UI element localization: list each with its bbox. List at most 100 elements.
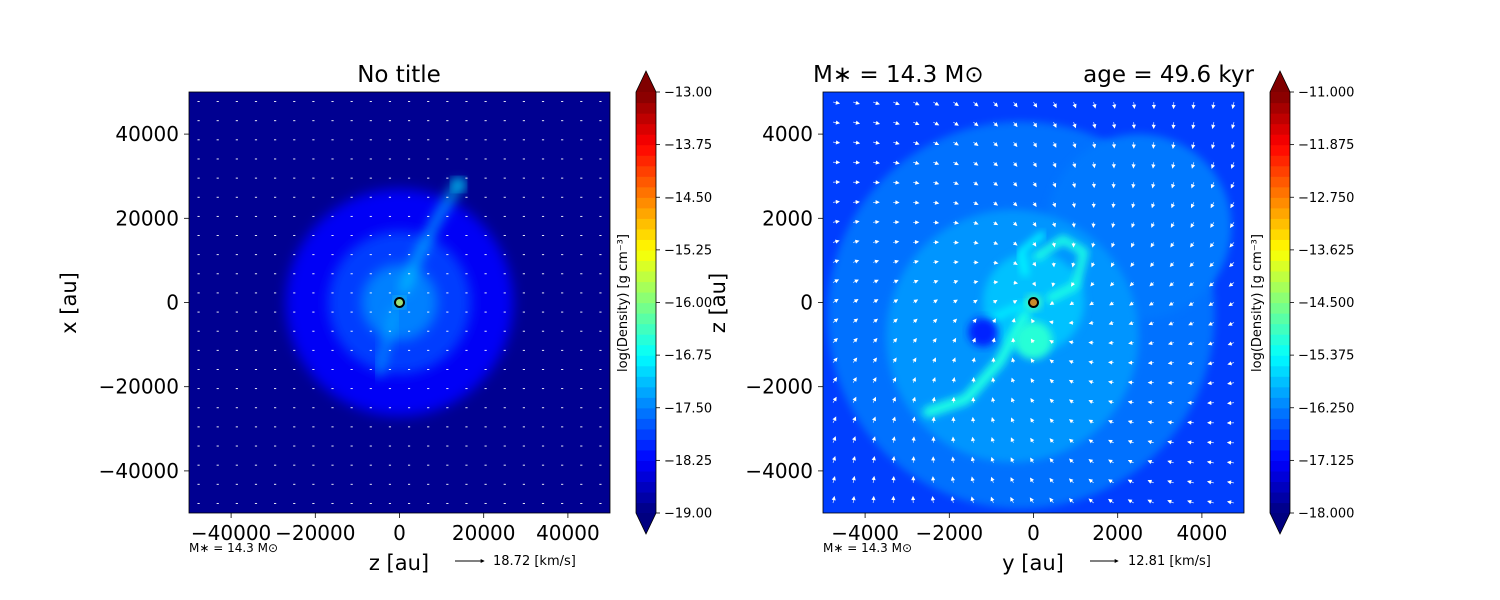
velocity-arrow xyxy=(891,456,896,463)
colorbar-level xyxy=(1270,439,1290,451)
velocity-arrow xyxy=(953,141,959,146)
velocity-arrow xyxy=(853,140,861,145)
velocity-arrow xyxy=(1168,321,1174,326)
velocity-arrow xyxy=(931,377,936,383)
velocity-arrow xyxy=(990,476,995,484)
velocity-arrow xyxy=(1207,341,1215,346)
velocity-arrow xyxy=(1226,440,1235,445)
y-tick-label: −20000 xyxy=(99,375,179,399)
colorbar-tick-label: −12.750 xyxy=(1298,191,1354,206)
velocity-arrow xyxy=(953,260,959,265)
velocity-arrow xyxy=(853,120,861,125)
colorbar-level xyxy=(636,186,656,198)
velocity-arrow xyxy=(1147,460,1154,464)
velocity-arrow xyxy=(893,259,900,264)
colorbar-tick-label: −13.00 xyxy=(664,86,712,101)
colorbar-level xyxy=(1270,270,1290,283)
velocity-arrow xyxy=(1091,242,1096,248)
colorbar-tick-label: −18.000 xyxy=(1298,507,1354,522)
velocity-arrow xyxy=(1167,440,1174,445)
colorbar-level xyxy=(1270,239,1290,251)
velocity-arrow xyxy=(1208,282,1215,287)
velocity-arrow xyxy=(970,436,976,443)
velocity-arrow xyxy=(892,357,897,363)
panel-2-x-axis: −4000 −2000 0 2000 4000 xyxy=(831,513,1227,545)
velocity-arrow xyxy=(1052,202,1057,208)
panel-1-density-blob-7 xyxy=(452,178,465,191)
velocity-arrow xyxy=(953,299,958,304)
velocity-arrow xyxy=(970,456,975,463)
velocity-arrow xyxy=(1188,321,1195,326)
velocity-arrow xyxy=(1111,182,1116,189)
x-tick-label: −20000 xyxy=(275,521,355,545)
velocity-arrow xyxy=(1013,182,1018,187)
velocity-arrow xyxy=(1010,417,1015,423)
velocity-arrow xyxy=(993,121,999,127)
colorbar-level xyxy=(636,407,656,419)
velocity-arrow xyxy=(1111,202,1116,209)
velocity-arrow xyxy=(1148,340,1154,345)
velocity-arrow xyxy=(873,259,880,264)
panel-1-colorbar-label: log(Density) [g cm⁻³] xyxy=(616,234,631,372)
panel-1-x-axis: −40000 −20000 0 20000 40000 xyxy=(191,513,600,545)
velocity-arrow xyxy=(1231,141,1235,149)
velocity-arrow xyxy=(912,377,916,383)
velocity-arrow xyxy=(1030,378,1035,383)
velocity-arrow xyxy=(973,299,978,304)
velocity-arrow xyxy=(993,201,999,206)
velocity-arrow xyxy=(1128,321,1134,326)
colorbar-level xyxy=(1270,155,1290,167)
velocity-arrow xyxy=(1150,242,1155,248)
star-marker-core xyxy=(396,299,403,306)
velocity-arrow xyxy=(1191,162,1196,169)
velocity-arrow xyxy=(1030,358,1035,363)
velocity-arrow xyxy=(1010,477,1015,484)
velocity-arrow xyxy=(953,240,959,245)
velocity-arrow xyxy=(873,180,880,185)
velocity-arrow xyxy=(1068,498,1074,504)
velocity-arrow xyxy=(872,299,879,304)
velocity-arrow xyxy=(1108,459,1114,464)
velocity-arrow xyxy=(853,219,860,225)
velocity-arrow xyxy=(991,397,996,403)
velocity-arrow xyxy=(832,396,837,403)
velocity-arrow xyxy=(1108,439,1114,444)
colorbar-level xyxy=(1270,302,1290,314)
velocity-arrow xyxy=(1012,300,1018,305)
colorbar-level xyxy=(636,113,656,125)
colorbar-level xyxy=(1270,481,1290,493)
velocity-arrow xyxy=(1010,437,1015,443)
velocity-arrow xyxy=(933,161,940,165)
velocity-arrow xyxy=(1127,459,1134,464)
velocity-arrow xyxy=(853,180,860,185)
colorbar-level xyxy=(1270,291,1290,304)
colorbar-level xyxy=(1270,92,1290,104)
velocity-arrow xyxy=(1033,121,1037,128)
colorbar-level xyxy=(1270,176,1290,188)
colorbar-level xyxy=(636,481,656,493)
colorbar-level xyxy=(636,281,656,293)
velocity-arrow xyxy=(1108,340,1114,345)
velocity-arrow xyxy=(913,200,920,205)
panel-2-colorbar-gradient xyxy=(1269,70,1291,535)
velocity-arrow xyxy=(1092,101,1097,109)
velocity-arrow xyxy=(1190,222,1195,228)
velocity-arrow xyxy=(1210,222,1215,228)
velocity-arrow xyxy=(1030,398,1035,403)
velocity-arrow xyxy=(1167,460,1174,465)
velocity-arrow xyxy=(913,160,920,165)
colorbar-level xyxy=(636,470,656,483)
x-tick-label: −2000 xyxy=(915,521,983,545)
velocity-arrow xyxy=(1187,361,1194,366)
velocity-arrow xyxy=(1211,142,1216,150)
velocity-arrow xyxy=(1088,340,1094,345)
velocity-arrow xyxy=(971,357,976,363)
velocity-arrow xyxy=(1108,479,1114,484)
velocity-arrow xyxy=(1110,262,1115,268)
colorbar-tick-label: −15.25 xyxy=(664,243,712,258)
velocity-arrow xyxy=(993,221,999,226)
velocity-arrow xyxy=(1151,101,1156,110)
velocity-arrow xyxy=(1227,321,1235,326)
velocity-arrow xyxy=(1032,222,1037,227)
velocity-arrow xyxy=(1052,182,1057,188)
